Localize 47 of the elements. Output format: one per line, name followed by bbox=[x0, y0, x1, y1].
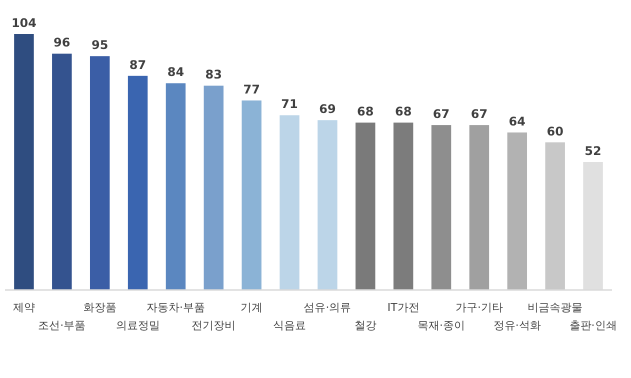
data-label: 104 bbox=[11, 16, 36, 30]
x-tick-label: 가구·기타 bbox=[455, 301, 503, 314]
bar bbox=[14, 34, 34, 290]
data-label: 69 bbox=[319, 102, 336, 116]
data-label: 84 bbox=[167, 65, 184, 80]
x-tick-label: 목재·종이 bbox=[418, 319, 466, 332]
x-tick-label: 자동차·부품 bbox=[146, 301, 205, 314]
data-label: 68 bbox=[394, 104, 412, 119]
x-tick-label: 기계 bbox=[240, 301, 263, 314]
bar bbox=[393, 122, 414, 290]
x-tick-label: 화장품 bbox=[83, 301, 116, 314]
x-tick-label: IT가전 bbox=[387, 301, 420, 314]
x-tick-label: 전기장비 bbox=[192, 319, 236, 332]
x-tick-label: 섬유·의류 bbox=[304, 301, 352, 314]
data-label: 96 bbox=[54, 36, 70, 50]
bar bbox=[52, 54, 72, 290]
bar bbox=[242, 100, 262, 290]
bar bbox=[318, 120, 338, 290]
bar bbox=[469, 125, 490, 290]
bar bbox=[90, 56, 110, 290]
bar bbox=[166, 83, 186, 290]
x-tick-label: 출판·인쇄 bbox=[569, 319, 617, 332]
x-tick-label: 비금속광물 bbox=[528, 301, 583, 314]
data-label: 87 bbox=[129, 58, 146, 72]
data-label: 83 bbox=[205, 68, 222, 82]
x-tick-label: 제약 bbox=[12, 301, 35, 314]
bar bbox=[545, 142, 565, 290]
x-tick-label: 철강 bbox=[354, 319, 376, 332]
data-label: 68 bbox=[357, 104, 374, 119]
x-tick-label: 정유·석화 bbox=[493, 319, 541, 332]
bar bbox=[280, 115, 300, 290]
bar bbox=[204, 86, 224, 290]
x-tick-label: 의료정밀 bbox=[116, 319, 160, 332]
data-label: 64 bbox=[508, 114, 526, 128]
x-tick-label: 식음료 bbox=[273, 319, 306, 332]
data-label: 60 bbox=[546, 124, 564, 138]
data-label: 52 bbox=[584, 144, 602, 158]
data-label: 77 bbox=[243, 82, 260, 96]
data-label: 67 bbox=[432, 107, 450, 122]
bar bbox=[431, 125, 452, 290]
bar bbox=[128, 76, 148, 290]
x-tick-label: 조선·부품 bbox=[38, 319, 86, 332]
data-label: 67 bbox=[470, 107, 488, 122]
data-label: 95 bbox=[91, 38, 108, 52]
bar bbox=[507, 132, 528, 290]
data-label: 71 bbox=[281, 97, 298, 112]
bar bbox=[356, 122, 376, 290]
